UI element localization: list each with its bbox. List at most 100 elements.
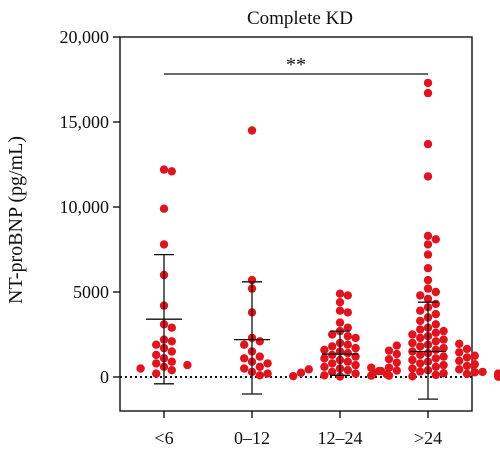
data-point [423, 294, 433, 303]
x-tick-label: <6 [154, 428, 173, 448]
data-point [320, 362, 329, 371]
data-point [423, 78, 433, 88]
data-point [423, 88, 433, 98]
data-point [494, 372, 500, 381]
data-point [392, 349, 401, 359]
data-point [335, 298, 345, 307]
x-tick-label: 12–24 [318, 428, 363, 448]
significance-label: ** [286, 54, 306, 76]
data-point [408, 364, 417, 373]
data-point [335, 372, 345, 381]
data-point [159, 165, 169, 174]
data-point [343, 323, 352, 332]
data-point [431, 328, 440, 337]
data-point [431, 299, 440, 309]
data-point [439, 343, 448, 353]
chart-title: Complete KD [247, 8, 353, 29]
data-point [152, 350, 161, 360]
data-point [423, 264, 433, 273]
data-point [320, 371, 329, 380]
data-point [423, 172, 433, 181]
data-point [431, 337, 440, 346]
data-point [255, 371, 264, 380]
data-point [439, 335, 448, 344]
data-point [439, 326, 448, 336]
data-point [423, 231, 433, 241]
data-point [416, 359, 425, 368]
data-point [416, 367, 425, 376]
data-point [343, 332, 352, 341]
data-point [416, 350, 425, 360]
data-point [462, 369, 472, 379]
data-point [462, 361, 472, 371]
data-point [167, 366, 176, 375]
y-tick-label: 10,000 [60, 197, 110, 217]
data-point [240, 354, 249, 363]
data-point [289, 371, 298, 381]
data-point [369, 368, 378, 377]
data-point [384, 371, 394, 380]
data-point [328, 342, 337, 351]
data-point [152, 340, 161, 349]
data-point [328, 359, 337, 368]
plot-frame [119, 36, 473, 412]
data-point [343, 291, 352, 300]
data-point [431, 370, 440, 380]
data-point [470, 360, 479, 369]
data-point [240, 364, 249, 373]
data-point [328, 330, 337, 339]
data-point [408, 355, 417, 365]
data-point [335, 289, 345, 298]
data-point [416, 316, 425, 326]
data-point [335, 318, 345, 327]
data-point [416, 291, 425, 300]
data-point [462, 344, 472, 354]
data-point [152, 359, 161, 368]
data-point [478, 367, 487, 377]
data-point [255, 337, 264, 346]
data-point [136, 364, 145, 373]
data-point [470, 368, 479, 377]
data-point [320, 345, 329, 354]
data-point [439, 360, 448, 370]
data-point [423, 139, 433, 149]
x-tick-label: >24 [414, 428, 442, 448]
data-point [384, 354, 394, 364]
data-point [167, 357, 176, 366]
data-point [423, 275, 433, 285]
data-point [431, 362, 440, 371]
data-point [343, 366, 352, 375]
data-point [416, 306, 425, 315]
data-point [455, 348, 464, 357]
y-tick-label: 20,000 [60, 27, 110, 47]
data-point [159, 204, 169, 213]
data-point [296, 368, 306, 377]
y-tick-label: 5000 [73, 282, 109, 302]
data-point [152, 369, 161, 378]
data-point [167, 167, 176, 176]
data-point [320, 354, 329, 363]
y-axis-label: NT-proBNP (pg/mL) [5, 136, 27, 304]
data-point [351, 333, 360, 343]
data-point [167, 337, 176, 346]
data-point [263, 369, 272, 378]
y-tick-label: 15,000 [60, 112, 110, 132]
data-point [328, 350, 337, 360]
data-point [377, 366, 386, 376]
data-point [351, 369, 360, 378]
x-tick-label: 0–12 [234, 428, 270, 448]
data-point [462, 353, 472, 362]
data-point [392, 366, 401, 375]
data-point [255, 362, 264, 371]
data-point [439, 369, 448, 378]
data-point [455, 356, 464, 366]
data-point [423, 250, 433, 259]
data-point [343, 357, 352, 366]
data-point [423, 284, 433, 293]
data-point [416, 325, 425, 334]
plot-marks: 0 5000 10,000 15,000 20,000 <6 0–12 12–24 >24 ** [60, 27, 500, 448]
data-point [240, 340, 249, 349]
data-point [159, 240, 169, 249]
data-point [304, 365, 313, 374]
